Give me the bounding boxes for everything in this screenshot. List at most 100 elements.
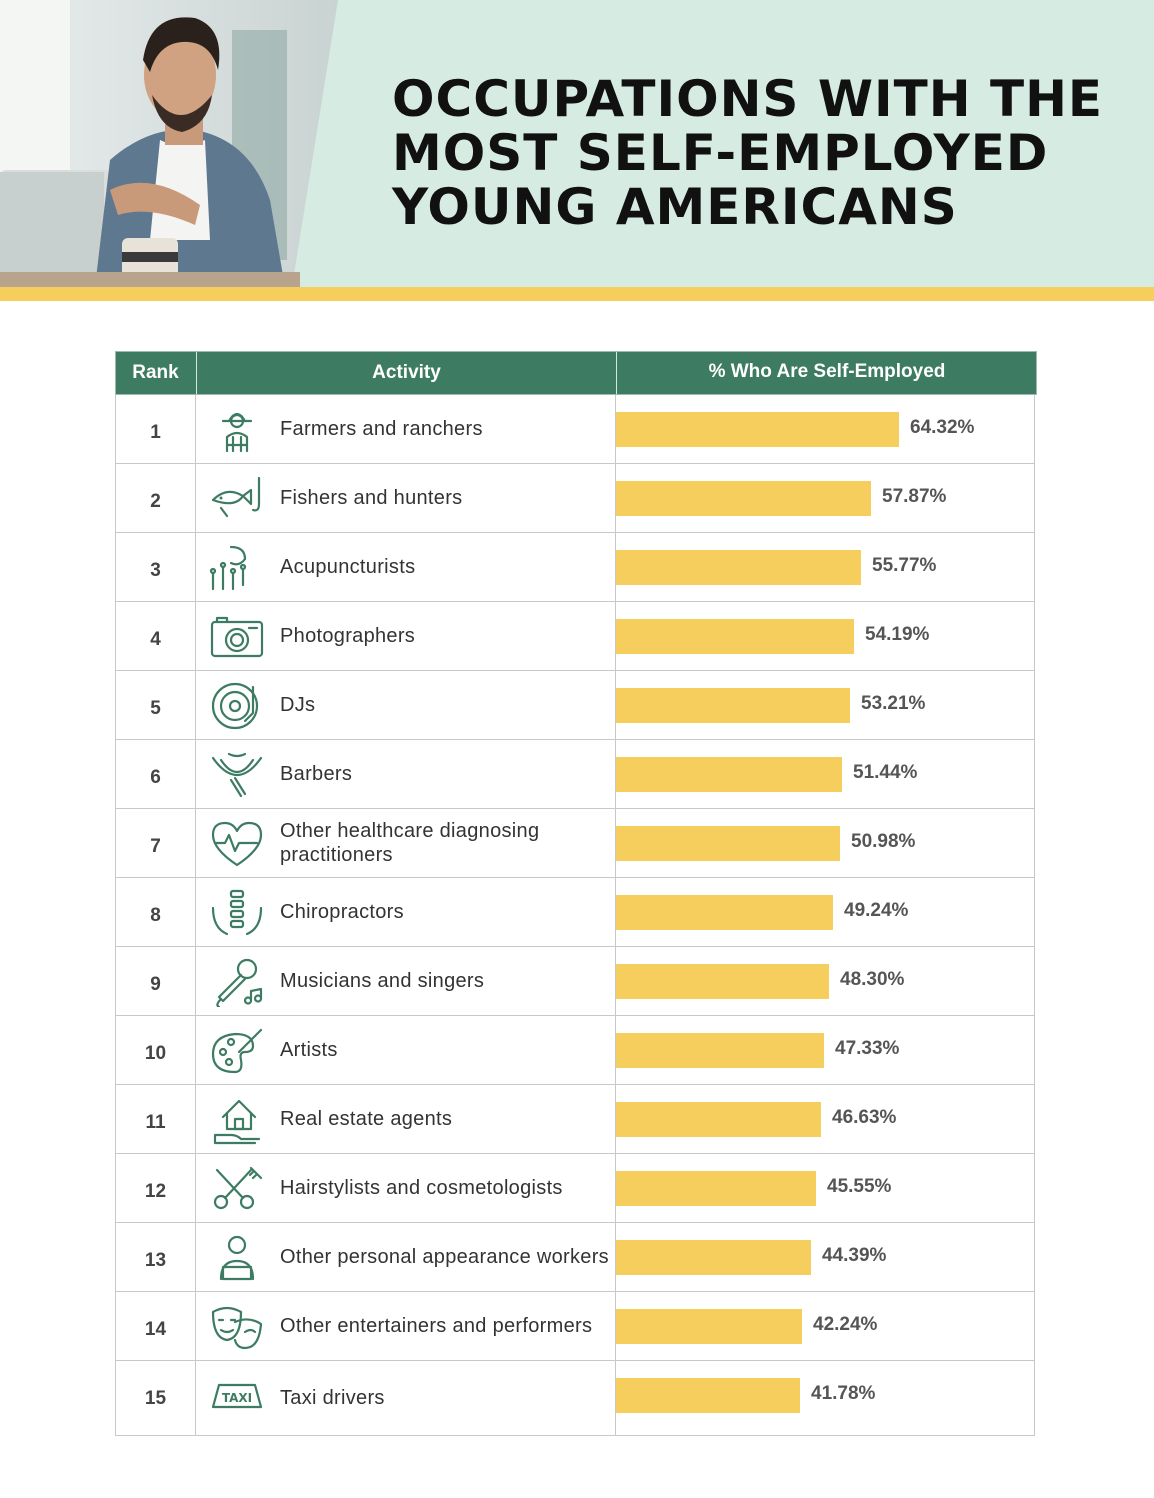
bar-cell: 45.55%	[615, 1154, 1036, 1222]
column-header-activity: Activity	[196, 352, 616, 394]
rank-cell: 2	[116, 464, 196, 532]
bar-value-label: 53.21%	[861, 693, 926, 714]
table-row: 11 Real estate agents 46.63%	[115, 1085, 1035, 1154]
house-hand-icon	[209, 1095, 265, 1145]
activity-label: Musicians and singers	[280, 970, 485, 992]
table-row: 2 Fishers and hunters 57.87%	[115, 464, 1035, 533]
table-row: 5 DJs 53.21%	[115, 671, 1035, 740]
bar	[616, 1171, 816, 1206]
taxi-sign-icon: TAXI	[209, 1371, 265, 1421]
bar-value-label: 64.32%	[910, 417, 975, 438]
table-row: 12 Hairstylists and cosmetologists 45.55%	[115, 1154, 1035, 1223]
bar-cell: 47.33%	[615, 1016, 1036, 1084]
heartbeat-icon	[209, 819, 265, 869]
bar	[616, 1309, 802, 1344]
farmer-icon	[209, 405, 265, 455]
bar	[616, 1033, 824, 1068]
rank-cell: 15	[116, 1361, 196, 1435]
table-row: 8 Chiropractors 49.24%	[115, 878, 1035, 947]
activity-label: Taxi drivers	[280, 1387, 385, 1409]
activity-label: Farmers and ranchers	[280, 418, 483, 440]
bar-value-label: 49.24%	[844, 900, 909, 921]
bar-value-label: 50.98%	[851, 831, 916, 852]
accent-stripe	[0, 287, 1154, 301]
bar-value-label: 46.63%	[832, 1107, 897, 1128]
bar	[616, 826, 840, 861]
table-row: 15 TAXI Taxi drivers 41.78%	[115, 1361, 1035, 1436]
bar-cell: 42.24%	[615, 1292, 1036, 1360]
activity-label: Artists	[280, 1039, 338, 1061]
bar	[616, 1240, 811, 1275]
activity-label: Other entertainers and performers	[280, 1315, 593, 1337]
bar-cell: 48.30%	[615, 947, 1036, 1015]
rank-cell: 13	[116, 1223, 196, 1291]
bar-cell: 64.32%	[615, 395, 1036, 463]
activity-label: Other healthcare diagnosing practitioner…	[280, 820, 540, 866]
bar-value-label: 41.78%	[811, 1383, 876, 1404]
bar	[616, 619, 854, 654]
bar	[616, 895, 833, 930]
bar-cell: 46.63%	[615, 1085, 1036, 1153]
bar-cell: 53.21%	[615, 671, 1036, 739]
rank-cell: 3	[116, 533, 196, 601]
fish-hook-icon	[209, 474, 265, 524]
bar-value-label: 51.44%	[853, 762, 918, 783]
bar-value-label: 47.33%	[835, 1038, 900, 1059]
bar-cell: 41.78%	[615, 1361, 1036, 1435]
table-body: 1 Farmers and ranchers 64.32% 2 Fishers and …	[115, 395, 1037, 1436]
bar-value-label: 42.24%	[813, 1314, 878, 1335]
column-header-rank: Rank	[132, 362, 179, 383]
bar	[616, 757, 842, 792]
bar	[616, 1378, 800, 1413]
bar	[616, 964, 829, 999]
header-banner: OCCUPATIONS WITH THE MOST SELF-EMPLOYED …	[0, 0, 1154, 287]
bar	[616, 412, 899, 447]
bar-value-label: 44.39%	[822, 1245, 887, 1266]
bar	[616, 1102, 821, 1137]
bar-cell: 57.87%	[615, 464, 1036, 532]
table-row: 14 Other entertainers and performers 42.24…	[115, 1292, 1035, 1361]
rank-cell: 6	[116, 740, 196, 808]
activity-label: Real estate agents	[280, 1108, 453, 1130]
ranking-table: Rank Activity % Who Are Self-Employed 1 F…	[115, 351, 1037, 1436]
activity-label: DJs	[280, 694, 316, 716]
table-row: 7 Other healthcare diagnosing practitione…	[115, 809, 1035, 878]
beard-razor-icon	[209, 750, 265, 800]
rank-cell: 14	[116, 1292, 196, 1360]
rank-cell: 4	[116, 602, 196, 670]
table-row: 13 Other personal appearance workers 44.39…	[115, 1223, 1035, 1292]
bar-value-label: 45.55%	[827, 1176, 892, 1197]
activity-label: Other personal appearance workers	[280, 1246, 609, 1268]
bar-cell: 49.24%	[615, 878, 1036, 946]
activity-label: Barbers	[280, 763, 353, 785]
bar-cell: 51.44%	[615, 740, 1036, 808]
scissors-comb-icon	[209, 1164, 265, 1214]
table-row: 3 Acupuncturists 55.77%	[115, 533, 1035, 602]
bar-value-label: 54.19%	[865, 624, 930, 645]
bar-cell: 54.19%	[615, 602, 1036, 670]
person-laptop-icon	[209, 1233, 265, 1283]
activity-label: Hairstylists and cosmetologists	[280, 1177, 563, 1199]
activity-label: Fishers and hunters	[280, 487, 463, 509]
table-header: Rank Activity % Who Are Self-Employed	[115, 351, 1037, 395]
spine-hands-icon	[209, 888, 265, 938]
theater-masks-icon	[209, 1302, 265, 1352]
camera-icon	[209, 612, 265, 662]
rank-cell: 9	[116, 947, 196, 1015]
bar	[616, 481, 871, 516]
table-row: 9 Musicians and singers 48.30%	[115, 947, 1035, 1016]
table-row: 4 Photographers 54.19%	[115, 602, 1035, 671]
rank-cell: 8	[116, 878, 196, 946]
rank-cell: 5	[116, 671, 196, 739]
table-row: 6 Barbers 51.44%	[115, 740, 1035, 809]
microphone-icon	[209, 957, 265, 1009]
bar-cell: 55.77%	[615, 533, 1036, 601]
acupuncture-needles-icon	[209, 543, 265, 593]
man-at-laptop-photo	[0, 0, 338, 287]
activity-label: Photographers	[280, 625, 416, 647]
rank-cell: 10	[116, 1016, 196, 1084]
activity-label: Chiropractors	[280, 901, 404, 923]
bar-cell: 44.39%	[615, 1223, 1036, 1291]
page-title: OCCUPATIONS WITH THE MOST SELF-EMPLOYED …	[392, 70, 1104, 236]
rank-cell: 12	[116, 1154, 196, 1222]
